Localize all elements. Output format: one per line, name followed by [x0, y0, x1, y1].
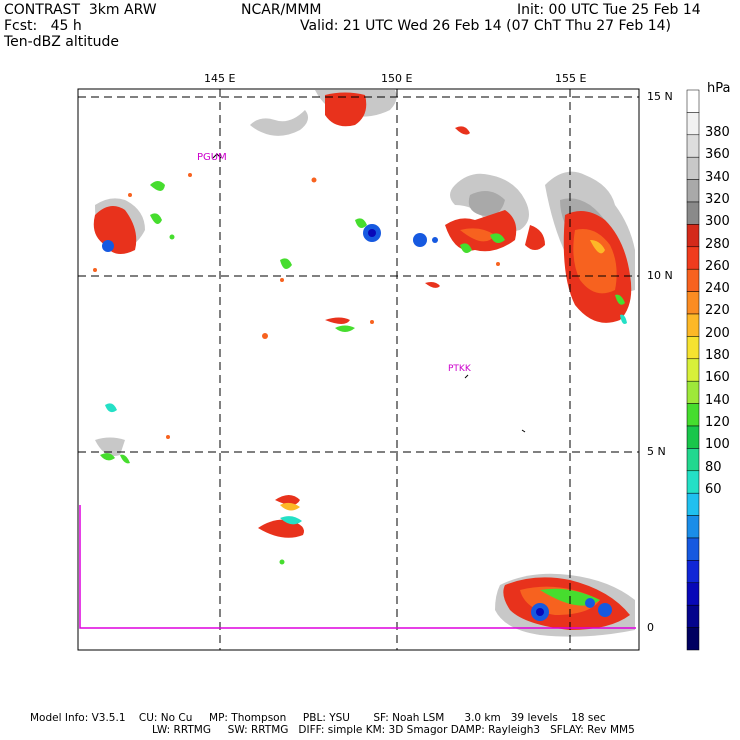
colorbar-swatch	[686, 380, 700, 404]
colorbar-swatch	[686, 179, 700, 203]
colorbar-tick-label: 180	[705, 348, 730, 363]
lon-label-145: 145 E	[204, 72, 236, 85]
colorbar-swatch	[686, 224, 700, 248]
colorbar-swatch	[686, 291, 700, 315]
colorbar-tick-label: 80	[705, 459, 722, 475]
lon-label-155: 155 E	[555, 72, 587, 85]
colorbar-tick-label: 120	[705, 414, 730, 430]
colorbar-unit: hPa	[707, 81, 731, 96]
domain-boundary	[79, 505, 636, 629]
lat-label-5: 5 N	[647, 445, 666, 458]
model-info-line2: LW: RRTMG SW: RRTMG DIFF: simple KM: 3D …	[152, 724, 635, 736]
colorbar-swatch	[686, 492, 700, 516]
colorbar-swatch	[686, 336, 700, 360]
map-frame	[77, 88, 640, 651]
colorbar-tick-label: 160	[705, 370, 730, 386]
colorbar-swatch	[686, 425, 700, 449]
colorbar-tick-label: 140	[705, 392, 730, 408]
init-time: Init: 00 UTC Tue 25 Feb 14	[517, 2, 701, 18]
model-info-line1: Model Info: V3.5.1 CU: No Cu MP: Thompso…	[30, 712, 606, 724]
lat-label-15: 15 N	[647, 90, 673, 103]
colorbar-swatch	[686, 403, 700, 427]
colorbar-swatch	[686, 112, 700, 136]
lat-lon-grid	[78, 89, 639, 650]
colorbar-swatch	[686, 358, 700, 382]
colorbar-tick-label: 220	[705, 303, 730, 319]
colorbar-swatch	[686, 537, 700, 561]
valid-time: Valid: 21 UTC Wed 26 Feb 14 (07 ChT Thu …	[300, 18, 672, 34]
colorbar-tick-label: 280	[705, 236, 730, 252]
colorbar-tick-label: 320	[705, 191, 730, 207]
colorbar-swatch	[686, 470, 700, 494]
island-marker	[521, 429, 526, 433]
colorbar-swatch	[686, 627, 700, 651]
lat-label-10: 10 N	[647, 269, 673, 282]
colorbar-tick-label: 300	[705, 214, 730, 230]
colorbar-swatch	[686, 268, 700, 292]
ptkk-marker	[464, 374, 469, 379]
colorbar-swatch	[686, 156, 700, 180]
colorbar-swatch	[686, 201, 700, 225]
colorbar-tick-label: 200	[705, 325, 730, 341]
institution-label: NCAR/MMM	[241, 2, 322, 18]
colorbar	[686, 89, 700, 651]
colorbar-tick-label: 240	[705, 281, 730, 297]
colorbar-tick-label: 100	[705, 437, 730, 453]
field-name: Ten-dBZ altitude	[4, 34, 119, 50]
lon-label-150: 150 E	[381, 72, 413, 85]
station-label-pgum: PGUM	[197, 152, 227, 163]
colorbar-tick-label: 260	[705, 258, 730, 274]
colorbar-swatch	[686, 560, 700, 584]
forecast-hour: Fcst: 45 h	[4, 18, 82, 34]
colorbar-tick-label: 380	[705, 125, 730, 140]
colorbar-swatch	[686, 582, 700, 606]
pgum-marker	[212, 153, 222, 159]
colorbar-swatch	[686, 134, 700, 158]
colorbar-tick-label: 340	[705, 169, 730, 185]
colorbar-tick-label: 360	[705, 147, 730, 163]
colorbar-swatch	[686, 515, 700, 539]
colorbar-tick-label: 60	[705, 481, 722, 497]
station-label-ptkk: PTKK	[448, 364, 471, 374]
colorbar-swatch	[686, 246, 700, 270]
reflectivity-cells	[93, 90, 635, 637]
lat-label-0: 0	[647, 621, 654, 634]
colorbar-swatch	[686, 313, 700, 337]
colorbar-swatch	[686, 89, 700, 113]
model-title: CONTRAST 3km ARW	[4, 2, 157, 18]
colorbar-swatch	[686, 604, 700, 628]
colorbar-swatch	[686, 448, 700, 472]
